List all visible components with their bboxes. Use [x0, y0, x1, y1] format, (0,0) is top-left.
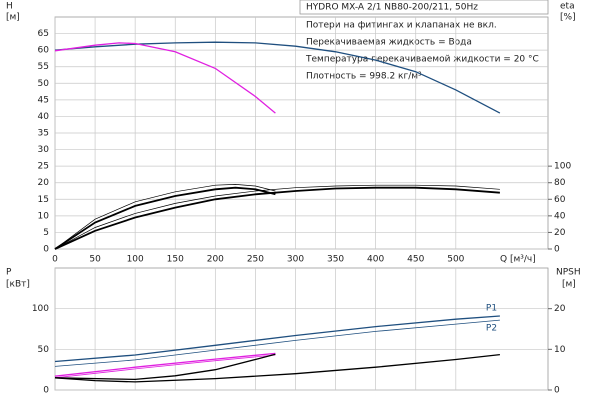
y-tick-label: 20 [38, 178, 50, 188]
y-tick-label: 30 [38, 145, 50, 155]
curve [54, 315, 500, 363]
y2-tick-label: 0 [554, 386, 560, 396]
y2-axis-label: NPSH [556, 268, 581, 278]
y-axis-label: H [6, 2, 13, 12]
y-tick-label: 55 [38, 62, 49, 72]
curve [54, 352, 276, 377]
x-tick-label: 200 [207, 255, 224, 265]
x-tick-label: 150 [167, 255, 184, 265]
y-axis-unit: [кВт] [6, 280, 30, 290]
x-tick-label: 350 [327, 255, 344, 265]
y-tick-label: 35 [38, 129, 49, 139]
curve-label: P1 [486, 303, 497, 313]
chart-title: HYDRO MX-A 2/1 NB80-200/211, 50Hz [306, 3, 478, 13]
y2-tick-label: 40 [554, 211, 566, 221]
x-axis-label: Q [м³/ч] [500, 255, 536, 265]
note: Плотность = 998.2 кг/м³ [306, 72, 422, 82]
y2-axis-label: eta [560, 2, 575, 12]
curve [54, 354, 276, 379]
note: Температура перекачиваемой жидкости = 20… [305, 55, 539, 65]
y2-tick-label: 20 [554, 304, 566, 314]
x-tick-label: 300 [287, 255, 304, 265]
y2-tick-label: 80 [554, 178, 566, 188]
note: Потери на фитингах и клапанах не вкл. [306, 21, 497, 31]
y-tick-label: 0 [43, 245, 49, 255]
y-axis-label: P [6, 268, 12, 278]
y-tick-label: 50 [38, 345, 50, 355]
y-tick-label: 60 [38, 46, 50, 56]
curve [54, 353, 276, 381]
note: Перекачиваемая жидкость = Вода [306, 38, 472, 48]
x-tick-label: 250 [247, 255, 264, 265]
plot-area [54, 267, 549, 391]
y-tick-label: 45 [38, 95, 49, 105]
y2-tick-label: 0 [554, 245, 560, 255]
y-axis-unit: [м] [6, 13, 20, 23]
curve [54, 184, 500, 250]
x-tick-label: 450 [407, 255, 424, 265]
y2-tick-label: 100 [554, 162, 571, 172]
curve [54, 42, 276, 114]
x-tick-label: 0 [52, 255, 58, 265]
x-tick-label: 500 [447, 255, 464, 265]
curve [54, 353, 500, 383]
y-tick-label: 40 [38, 112, 50, 122]
y-tick-label: 5 [43, 228, 49, 238]
y-tick-label: 25 [38, 162, 49, 172]
y2-tick-label: 60 [554, 195, 566, 205]
y2-axis-unit: [м] [562, 280, 576, 290]
y2-axis-unit: [%] [560, 13, 576, 23]
x-tick-label: 100 [127, 255, 144, 265]
y2-tick-label: 20 [554, 228, 566, 238]
curve [54, 184, 276, 250]
y-tick-label: 15 [38, 195, 49, 205]
curve [54, 186, 500, 250]
y-tick-label: 100 [32, 304, 49, 314]
y2-tick-label: 10 [554, 345, 566, 355]
x-tick-label: 50 [89, 255, 101, 265]
curve [54, 186, 276, 250]
y-tick-label: 10 [38, 211, 50, 221]
curve [54, 319, 500, 367]
y-tick-label: 65 [38, 29, 49, 39]
curve [54, 41, 501, 114]
curve-label: P2 [486, 324, 497, 334]
y-tick-label: 50 [38, 79, 50, 89]
y-tick-label: 0 [43, 386, 49, 396]
x-tick-label: 400 [367, 255, 384, 265]
title-box [299, 0, 549, 15]
